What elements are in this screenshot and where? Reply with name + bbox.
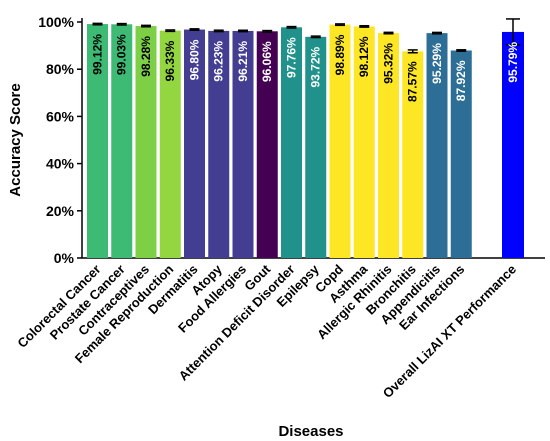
- bars-group: 99.12% 99.03% 98.28% 96.33% 96.80% 96.23% 96.2…: [87, 18, 524, 259]
- bar-value-label: 95.32%: [382, 43, 396, 84]
- bar-value-label: 97.76%: [285, 37, 299, 78]
- y-tick-label: 20%: [46, 203, 75, 219]
- bar: [502, 31, 524, 258]
- bar-value-label: 87.92%: [454, 60, 468, 101]
- bar: [281, 27, 302, 258]
- bar: [135, 26, 157, 258]
- bar-value-label: 98.28%: [139, 36, 153, 77]
- bar-value-label: 98.89%: [333, 34, 347, 75]
- bar: [450, 50, 472, 258]
- bar: [208, 30, 230, 258]
- y-tick-label: 40%: [46, 156, 75, 172]
- bar: [426, 33, 448, 258]
- bar-value-label: 93.72%: [309, 46, 323, 87]
- bar: [329, 24, 351, 259]
- bar: [402, 51, 424, 258]
- bar-value-label: 99.03%: [115, 34, 129, 75]
- bar-value-label: 95.29%: [430, 43, 444, 84]
- y-tick-label: 100%: [38, 14, 74, 30]
- bar-value-label: 96.06%: [260, 41, 274, 82]
- bar: [353, 26, 375, 259]
- bar-value-label: 98.12%: [357, 36, 371, 77]
- bar-value-label: 96.21%: [236, 41, 250, 82]
- y-axis: 0% 20% 40% 60% 80% 100%: [38, 14, 545, 266]
- y-axis-title: Accuracy Score: [7, 83, 24, 196]
- y-tick-label: 0%: [54, 250, 75, 266]
- bar-value-label: 96.23%: [212, 41, 226, 82]
- bar: [256, 31, 278, 258]
- bar-value-label: 96.80%: [188, 39, 202, 80]
- x-axis-title: Diseases: [278, 423, 343, 440]
- bar-value-label: 99.12%: [91, 34, 105, 75]
- bar-value-label: 96.33%: [163, 40, 177, 81]
- bar: [305, 36, 327, 258]
- bar: [378, 33, 399, 258]
- bar: [87, 24, 108, 259]
- bar-value-label: 95.79%: [506, 42, 520, 83]
- bar: [232, 30, 254, 259]
- bar: [111, 24, 133, 258]
- bar: [159, 30, 181, 259]
- bar-value-label: 87.57%: [406, 61, 420, 102]
- bar: [184, 29, 205, 258]
- y-tick-label: 60%: [46, 108, 75, 124]
- y-tick-label: 80%: [46, 61, 75, 77]
